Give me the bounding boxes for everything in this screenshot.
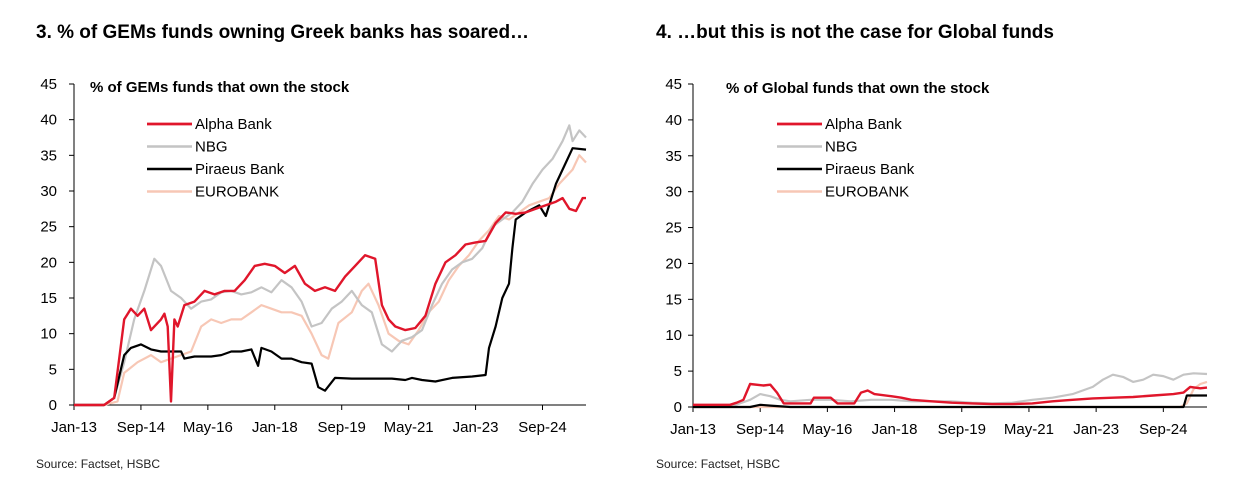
y-tick-label: 45 (665, 76, 682, 93)
y-tick-label: 15 (665, 291, 682, 308)
y-tick-label: 35 (665, 148, 682, 165)
x-tick-label: May-16 (183, 419, 233, 436)
y-tick-label: 40 (40, 112, 57, 129)
y-tick-label: 30 (40, 183, 57, 200)
legend-label: EUROBANK (825, 184, 909, 201)
inner-axis-label: % of Global funds that own the stock (726, 80, 990, 97)
x-tick-label: Jan-18 (252, 419, 298, 436)
legend-label: Alpha Bank (825, 116, 902, 133)
series-line-piraeus-bank (74, 147, 587, 407)
legend-label: Piraeus Bank (825, 161, 915, 178)
x-tick-label: Jan-18 (872, 421, 918, 438)
series-line-nbg (74, 124, 587, 407)
legend-label: Alpha Bank (195, 116, 272, 133)
chart-title: 4. …but this is not the case for Global … (656, 22, 1054, 43)
chart-title: 3. % of GEMs funds owning Greek banks ha… (36, 22, 530, 43)
chart-panel-global: 4. …but this is not the case for Global … (620, 0, 1250, 484)
legend-label: NBG (195, 139, 228, 156)
x-tick-label: Sep-14 (117, 419, 165, 436)
source-note: Source: Factset, HSBC (36, 457, 161, 471)
y-tick-label: 0 (49, 397, 57, 414)
source-note: Source: Factset, HSBC (656, 457, 781, 471)
y-tick-label: 0 (674, 399, 682, 416)
chart-panel-gems: 3. % of GEMs funds owning Greek banks ha… (0, 0, 620, 484)
y-tick-label: 5 (674, 363, 682, 380)
x-tick-label: Jan-23 (1073, 421, 1119, 438)
x-tick-label: Sep-19 (318, 419, 366, 436)
x-tick-label: Sep-14 (736, 421, 784, 438)
y-tick-label: 5 (49, 361, 57, 378)
series-line-alpha-bank (693, 382, 1208, 406)
x-tick-label: May-21 (1004, 421, 1054, 438)
x-tick-label: Jan-13 (670, 421, 716, 438)
y-tick-label: 30 (665, 184, 682, 201)
y-tick-label: 25 (40, 219, 57, 236)
x-tick-label: Sep-19 (938, 421, 986, 438)
y-tick-label: 20 (40, 254, 57, 271)
legend-label: EUROBANK (195, 184, 279, 201)
y-tick-label: 45 (40, 76, 57, 93)
x-tick-label: May-21 (384, 419, 434, 436)
chart-plot: 0 5 10 15 20 25 30 35 40 45 Jan-13 Sep-14 May-16 Jan-… (40, 76, 587, 436)
y-tick-label: 40 (665, 112, 682, 129)
series-line-piraeus-bank (693, 394, 1207, 409)
y-tick-label: 10 (40, 326, 57, 343)
y-tick-label: 20 (665, 255, 682, 272)
chart-plot: 0 5 10 15 20 25 30 35 40 45 Jan-13 Sep-14 May-16 Jan-… (665, 76, 1208, 438)
y-tick-label: 15 (40, 290, 57, 307)
y-tick-label: 10 (665, 327, 682, 344)
y-tick-label: 35 (40, 147, 57, 164)
x-tick-label: Jan-23 (453, 419, 499, 436)
legend-label: Piraeus Bank (195, 161, 285, 178)
inner-axis-label: % of GEMs funds that own the stock (90, 79, 350, 96)
x-tick-label: Jan-13 (51, 419, 97, 436)
x-tick-label: Sep-24 (1139, 421, 1187, 438)
series-line-alpha-bank (74, 196, 586, 407)
legend-label: NBG (825, 139, 858, 156)
x-tick-label: May-16 (802, 421, 852, 438)
y-tick-label: 25 (665, 220, 682, 237)
x-tick-label: Sep-24 (518, 419, 566, 436)
